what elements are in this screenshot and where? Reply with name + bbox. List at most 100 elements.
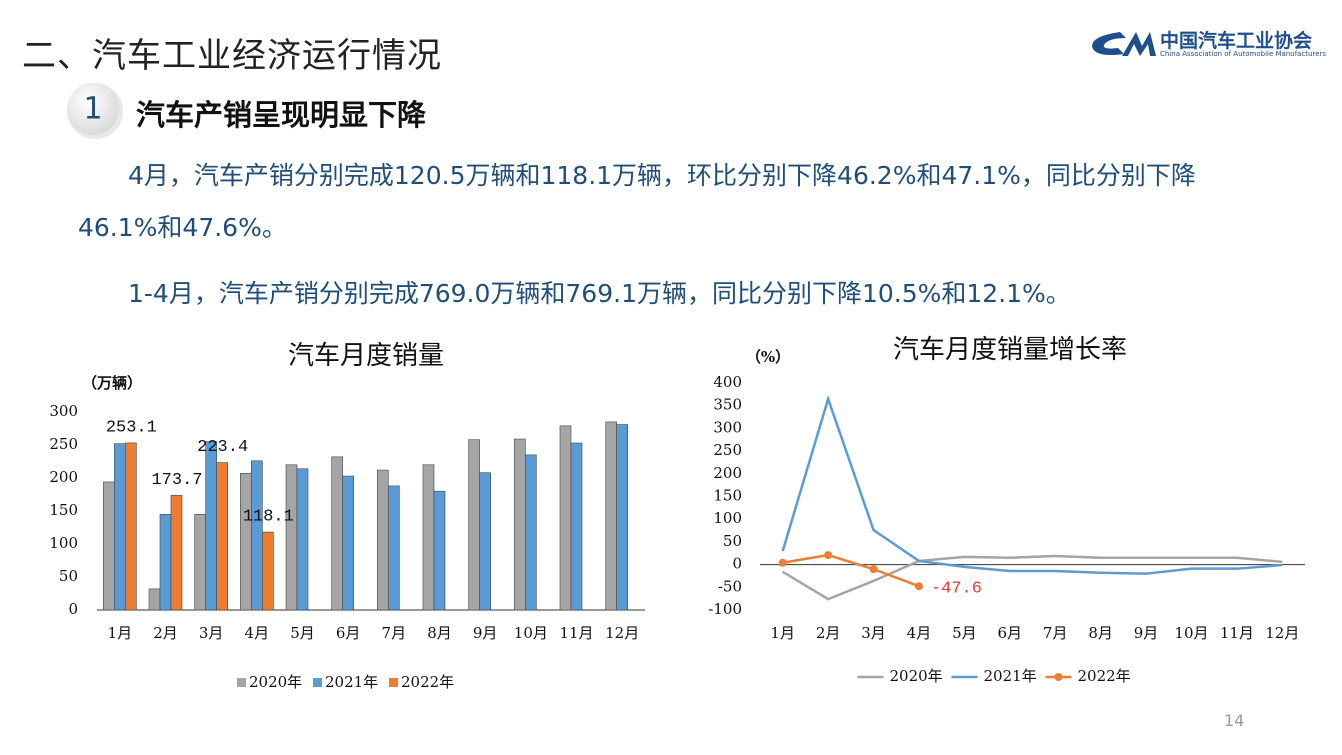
- bar: [159, 513, 172, 611]
- logo-mark: [1092, 32, 1156, 56]
- x-tick-label: 10月: [514, 624, 548, 642]
- bar: [251, 460, 263, 611]
- y-tick-label: -50: [718, 577, 742, 595]
- legend-label: 2021年: [325, 673, 378, 691]
- data-label: 118.1: [243, 508, 294, 527]
- y-tick-label: 250: [49, 435, 78, 453]
- bar: [479, 472, 491, 611]
- line-marker: [869, 565, 878, 574]
- y-axis-label: （万辆）: [82, 374, 142, 392]
- bar: [125, 442, 137, 611]
- bar: [388, 485, 400, 611]
- chart-title: 汽车月度销量: [288, 341, 444, 371]
- y-tick-label: 250: [713, 441, 742, 459]
- data-label: 223.4: [197, 438, 248, 457]
- x-tick-label: 3月: [861, 624, 886, 642]
- bar: [216, 462, 228, 611]
- line-series: [782, 554, 1283, 601]
- section-number: 1: [83, 92, 102, 127]
- y-axis-label: （%）: [746, 348, 790, 366]
- bar: [170, 495, 183, 611]
- line-marker: [824, 551, 833, 560]
- x-tick-label: 7月: [382, 624, 407, 642]
- y-tick-label: 0: [732, 555, 742, 573]
- y-tick-label: 200: [713, 464, 742, 482]
- line-series: [781, 394, 1283, 575]
- x-tick-label: 5月: [290, 624, 315, 642]
- legend-swatch: [313, 678, 322, 687]
- y-tick-label: 150: [49, 501, 78, 519]
- bar: [331, 456, 343, 611]
- legend-label: 2022年: [401, 673, 454, 691]
- x-tick-label: 1月: [108, 624, 133, 642]
- paragraph: 4月，汽车产销分别完成120.5万辆和118.1万辆，环比分别下降46.2%和4…: [78, 161, 1196, 242]
- x-tick-label: 1月: [770, 624, 795, 642]
- x-tick-label: 6月: [336, 624, 361, 642]
- bar: [605, 421, 617, 611]
- bar: [148, 588, 161, 611]
- x-tick-label: 12月: [1265, 624, 1299, 642]
- y-tick-label: 400: [713, 373, 742, 391]
- x-tick-label: 4月: [907, 624, 932, 642]
- x-tick-label: 4月: [245, 624, 270, 642]
- line-series: [782, 553, 920, 588]
- section-title: 汽车产销呈现明显下降: [136, 98, 427, 132]
- legend-swatch: [389, 678, 398, 687]
- x-tick-label: 7月: [1043, 624, 1068, 642]
- bar: [525, 454, 537, 611]
- bar: [422, 464, 435, 611]
- y-tick-label: 150: [713, 487, 742, 505]
- y-tick-label: 100: [713, 509, 742, 527]
- badge: [67, 83, 119, 135]
- y-tick-label: 100: [49, 534, 78, 552]
- x-tick-label: 2月: [816, 624, 841, 642]
- line-marker: [914, 582, 923, 591]
- bar: [114, 443, 126, 611]
- bar: [559, 425, 572, 611]
- legend-marker: [1054, 673, 1063, 681]
- bar: [377, 469, 389, 611]
- bar: [205, 441, 217, 611]
- x-tick-label: 5月: [952, 624, 977, 642]
- x-tick-label: 12月: [605, 624, 639, 642]
- page-number: 14: [1224, 711, 1245, 730]
- x-tick-label: 11月: [1220, 624, 1254, 642]
- x-tick-label: 8月: [1088, 624, 1113, 642]
- data-label: 173.7: [151, 471, 202, 490]
- bar: [240, 473, 252, 611]
- x-tick-label: 11月: [559, 624, 593, 642]
- x-tick-label: 2月: [153, 624, 178, 642]
- logo-text: 中国汽车工业协会: [1160, 30, 1313, 52]
- legend-label: 2020年: [249, 673, 302, 691]
- data-label: -47.6: [931, 580, 982, 599]
- x-tick-label: 6月: [998, 624, 1023, 642]
- bar: [616, 424, 628, 611]
- bar: [103, 481, 115, 611]
- chart-title: 汽车月度销量增长率: [893, 335, 1127, 365]
- legend-label: 2022年: [1078, 667, 1131, 685]
- y-tick-label: 300: [49, 402, 78, 420]
- legend-label: 2021年: [984, 667, 1037, 685]
- y-tick-label: 200: [49, 468, 78, 486]
- logo-subtext: China Association of Automobile Manufact…: [1160, 50, 1327, 58]
- data-label: 253.1: [106, 418, 157, 437]
- y-tick-label: 300: [713, 418, 742, 436]
- bar: [285, 464, 298, 611]
- line-marker: [778, 558, 787, 567]
- bar: [433, 490, 446, 611]
- bar: [342, 475, 354, 611]
- bar: [570, 442, 583, 611]
- paragraph: 1-4月，汽车产销分别完成769.0万辆和769.1万辆，同比分别下降10.5%…: [128, 279, 1071, 308]
- x-tick-label: 3月: [199, 624, 224, 642]
- legend-label: 2020年: [890, 667, 943, 685]
- y-tick-label: 50: [723, 532, 742, 550]
- slide-title: 二、汽车工业经济运行情况: [22, 36, 442, 76]
- bar: [296, 468, 309, 611]
- x-tick-label: 10月: [1174, 624, 1208, 642]
- bar: [514, 438, 526, 611]
- y-tick-label: 350: [713, 396, 742, 414]
- bar: [194, 513, 206, 611]
- x-tick-label: 8月: [427, 624, 452, 642]
- bar: [262, 531, 274, 611]
